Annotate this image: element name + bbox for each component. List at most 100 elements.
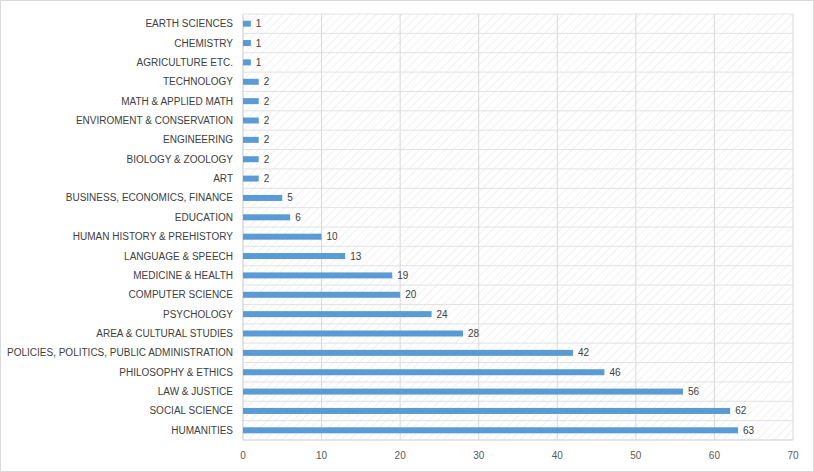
data-label: 42 [578, 347, 590, 358]
band-line [243, 343, 793, 344]
tick-label: 20 [395, 450, 407, 461]
data-label: 46 [609, 367, 621, 378]
grid-line [557, 14, 558, 440]
grid-line [478, 14, 479, 440]
bar [243, 98, 259, 104]
band-line [243, 110, 793, 111]
tick-label: 50 [630, 450, 642, 461]
band-line [243, 207, 793, 208]
category-label: AREA & CULTURAL STUDIES [96, 328, 233, 339]
band-line [243, 420, 793, 421]
grid-line [635, 14, 636, 440]
data-label: 2 [264, 96, 270, 107]
grid-line [243, 14, 244, 440]
data-label: 1 [256, 38, 262, 49]
data-label: 10 [327, 231, 339, 242]
category-label: LAW & JUSTICE [158, 386, 234, 397]
data-label: 1 [256, 18, 262, 29]
tick-label: 60 [709, 450, 721, 461]
band-line [243, 130, 793, 131]
category-label: ENVIROMENT & CONSERVATION [76, 115, 233, 126]
data-label: 5 [287, 192, 293, 203]
x-axis-line [243, 440, 793, 441]
category-label: EDUCATION [175, 212, 233, 223]
category-label: CHEMISTRY [174, 38, 233, 49]
band-line [243, 14, 793, 15]
bar [243, 59, 251, 65]
band-line [243, 323, 793, 324]
category-label: COMPUTER SCIENCE [129, 289, 234, 300]
category-label: TECHNOLOGY [163, 76, 233, 87]
category-label: LANGUAGE & SPEECH [124, 251, 233, 262]
data-label: 6 [295, 212, 301, 223]
tick-label: 70 [787, 450, 799, 461]
category-label: PHILOSOPHY & ETHICS [119, 367, 233, 378]
bar [243, 79, 259, 85]
band-line [243, 304, 793, 305]
bar [243, 408, 730, 414]
data-label: 62 [735, 405, 747, 416]
data-label: 2 [264, 134, 270, 145]
category-label: MATH & APPLIED MATH [121, 96, 233, 107]
band-line [243, 362, 793, 363]
category-label: PSYCHOLOGY [163, 309, 233, 320]
bar [243, 369, 604, 375]
tick-label: 40 [552, 450, 564, 461]
bar [243, 234, 322, 240]
bar [243, 389, 683, 395]
bar [243, 214, 290, 220]
category-label: SOCIAL SCIENCE [149, 405, 233, 416]
category-label: ENGINEERING [163, 134, 233, 145]
bar [243, 40, 251, 46]
band-line [243, 72, 793, 73]
bar [243, 253, 345, 259]
data-label: 2 [264, 173, 270, 184]
bar [243, 21, 251, 27]
category-label: HUMAN HISTORY & PREHISTORY [73, 231, 234, 242]
tick-label: 30 [473, 450, 485, 461]
band-line [243, 52, 793, 53]
category-label: POLICIES, POLITICS, PUBLIC ADMINISTRATIO… [7, 347, 233, 358]
category-label: ART [213, 173, 233, 184]
band-line [243, 188, 793, 189]
data-label: 13 [350, 251, 362, 262]
plot-background [243, 14, 793, 440]
band-line [243, 440, 793, 441]
bar [243, 156, 259, 162]
bar [243, 272, 392, 278]
category-label: BIOLOGY & ZOOLOGY [126, 154, 233, 165]
y-axis-line [243, 14, 244, 440]
category-label: AGRICULTURE ETC. [137, 57, 234, 68]
bar [243, 311, 432, 317]
bar [243, 427, 738, 433]
data-label: 24 [437, 309, 449, 320]
bar [243, 292, 400, 298]
frame [1, 1, 814, 472]
bar [243, 118, 259, 124]
bar [243, 331, 463, 337]
category-label: HUMANITIES [171, 425, 233, 436]
bars [243, 21, 738, 434]
band-line [243, 285, 793, 286]
band-line [243, 246, 793, 247]
band-line [243, 91, 793, 92]
bar [243, 350, 573, 356]
band-line [243, 381, 793, 382]
band-line [243, 401, 793, 402]
grid-line [321, 14, 322, 440]
bar [243, 195, 282, 201]
data-label: 2 [264, 115, 270, 126]
band-line [243, 265, 793, 266]
data-label: 56 [688, 386, 700, 397]
tick-label: 10 [316, 450, 328, 461]
data-label: 20 [405, 289, 417, 300]
category-label: BUSINESS, ECONOMICS, FINANCE [66, 192, 234, 203]
band-line [243, 149, 793, 150]
grid-line [400, 14, 401, 440]
grid-line [793, 14, 794, 440]
tick-label: 0 [240, 450, 246, 461]
data-label: 2 [264, 76, 270, 87]
band-line [243, 168, 793, 169]
category-label: MEDICINE & HEALTH [133, 270, 233, 281]
bar [243, 137, 259, 143]
